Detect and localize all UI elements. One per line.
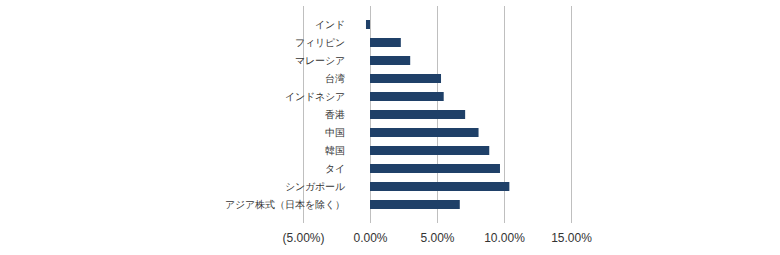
svg-text:香港: 香港 bbox=[325, 109, 345, 120]
svg-text:アジア株式（日本を除く）: アジア株式（日本を除く） bbox=[225, 199, 345, 210]
svg-text:シンガポール: シンガポール bbox=[285, 181, 345, 192]
svg-text:5.00%: 5.00% bbox=[420, 231, 454, 245]
svg-text:(5.00%): (5.00%) bbox=[282, 231, 324, 245]
svg-text:マレーシア: マレーシア bbox=[295, 55, 345, 66]
svg-text:中国: 中国 bbox=[325, 127, 345, 138]
svg-text:タイ: タイ bbox=[325, 163, 345, 174]
svg-text:10.00%: 10.00% bbox=[484, 231, 525, 245]
svg-text:インド: インド bbox=[315, 19, 345, 30]
svg-text:15.00%: 15.00% bbox=[551, 231, 592, 245]
svg-text:インドネシア: インドネシア bbox=[285, 91, 345, 102]
svg-text:0.00%: 0.00% bbox=[353, 231, 387, 245]
svg-text:フィリピン: フィリピン bbox=[295, 37, 345, 48]
svg-text:台湾: 台湾 bbox=[325, 73, 345, 84]
svg-text:韓国: 韓国 bbox=[325, 145, 345, 156]
